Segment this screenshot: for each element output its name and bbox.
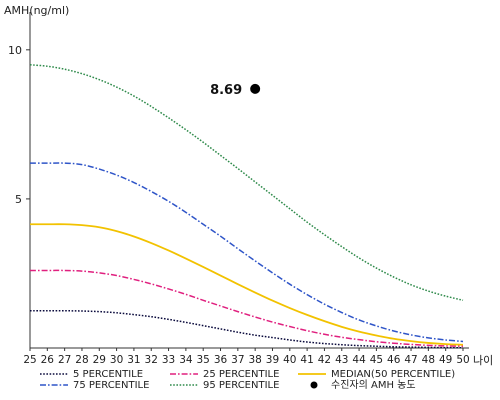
x-tick-label: 41 [300, 354, 313, 366]
patient-amh-value-label: 8.69 [210, 83, 242, 98]
patient-point-layer: 8.69 [210, 83, 261, 98]
legend-label-75-percentile: 75 PERCENTILE [73, 380, 149, 391]
x-tick-label: 46 [387, 354, 401, 366]
legend: 5 PERCENTILE 25 PERCENTILE MEDIAN(50 PERCE… [40, 369, 455, 391]
x-tick-label: 50 [456, 354, 469, 366]
series-line-75-percentile [30, 162, 464, 343]
x-tick-label: 47 [404, 354, 417, 366]
series-line-95-percentile [29, 63, 464, 302]
x-tick-label: 30 [110, 354, 123, 366]
axes: AMH(ng/ml) 5 10 25 26 27 28 29 30 31 32 33 34 35 36 37 3… [4, 4, 493, 367]
legend-swatch-patient-point [310, 381, 318, 389]
legend-label-patient-point: 수진자의 AMH 농도 [331, 379, 416, 391]
legend-label-95-percentile: 95 PERCENTILE [203, 380, 279, 391]
x-axis-title: 나이 [473, 354, 493, 367]
x-tick-label: 43 [335, 354, 348, 366]
y-axis-title: AMH(ng/ml) [4, 4, 69, 17]
x-tick-label: 28 [75, 354, 88, 366]
y-tick-label: 10 [8, 44, 22, 57]
x-tick-label: 36 [214, 354, 228, 366]
x-tick-label: 39 [266, 354, 279, 366]
x-tick-label: 45 [370, 354, 383, 366]
series-line-5-percentile [29, 309, 464, 349]
legend-label-25-percentile: 25 PERCENTILE [203, 369, 279, 380]
x-tick-label: 26 [41, 354, 55, 366]
x-tick-label: 25 [23, 354, 36, 366]
series-line-25-percentile [29, 269, 464, 347]
legend-label-median-50-percentile: MEDIAN(50 PERCENTILE) [331, 369, 455, 380]
x-tick-label: 34 [179, 354, 193, 366]
legend-label-5-percentile: 5 PERCENTILE [73, 369, 143, 380]
x-tick-label: 40 [283, 354, 296, 366]
x-tick-label: 35 [197, 354, 210, 366]
x-tick-label: 42 [318, 354, 331, 366]
patient-amh-point [250, 83, 261, 94]
x-tick-label: 49 [439, 354, 452, 366]
y-tick-label: 5 [15, 193, 22, 206]
x-tick-label: 33 [162, 354, 175, 366]
x-tick-label: 27 [58, 354, 71, 366]
x-tick-label: 37 [231, 354, 244, 366]
series-lines [29, 63, 464, 349]
x-tick-label: 29 [93, 354, 106, 366]
x-tick-label: 48 [422, 354, 435, 366]
series-line-median-50-percentile [30, 223, 464, 346]
x-tick-label: 38 [248, 354, 261, 366]
x-tick-label: 44 [352, 354, 366, 366]
x-tick-label: 32 [145, 354, 158, 366]
x-tick-label: 31 [127, 354, 140, 366]
